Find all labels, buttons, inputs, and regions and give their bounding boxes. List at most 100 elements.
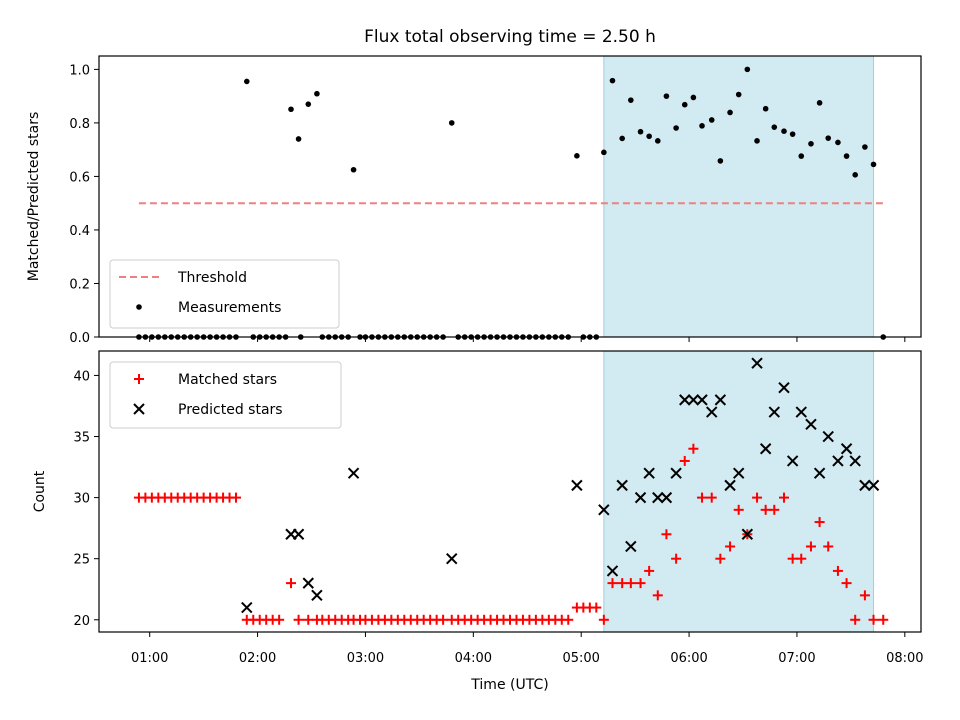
measurement-point	[699, 123, 705, 129]
matched-star-point	[841, 578, 852, 589]
predicted-marker-b	[867, 479, 880, 492]
bottom-legend: Matched stars Predicted stars	[109, 361, 342, 429]
legend-label: Threshold	[177, 270, 247, 286]
measurement-point	[601, 149, 607, 156]
predicted-marker-b	[840, 443, 853, 455]
measurement-point	[609, 77, 616, 84]
matched-star-point	[598, 614, 609, 625]
top-y-tick-label: 0.4	[69, 224, 90, 239]
matched-star-point	[796, 553, 807, 564]
predicted-star-point	[751, 357, 763, 369]
measurement-point	[637, 128, 644, 135]
predicted-star-point	[724, 479, 736, 492]
top-panel: 0.0 0.2 0.4 0.6 0.8 1.0 Matched/Predicted sta…	[26, 55, 922, 346]
legend-box	[109, 259, 340, 329]
matched-star-point	[617, 578, 628, 589]
predicted-marker-b	[347, 467, 360, 479]
x-tick-label: 06:00	[670, 651, 707, 666]
matched-star-point	[752, 492, 763, 503]
predicted-star-point	[786, 455, 799, 467]
measurement-point	[619, 135, 625, 142]
predicted-marker-b	[832, 455, 844, 467]
predicted-star-point	[670, 467, 682, 479]
measurement-point	[305, 101, 312, 107]
predicted-star-point	[616, 479, 628, 492]
bottom-y-tick-label: 30	[73, 492, 90, 507]
predicted-star-point	[679, 394, 691, 406]
matched-star-point	[679, 455, 690, 466]
top-y-axis-label: Matched/Predicted stars	[26, 112, 42, 282]
predicted-marker-b	[616, 479, 628, 492]
predicted-marker-b	[768, 406, 780, 418]
predicted-marker-b	[634, 491, 647, 504]
matched-star-point	[635, 578, 646, 589]
measurement-point	[628, 97, 634, 103]
predicted-marker-b	[606, 565, 619, 577]
measurement-point	[727, 109, 733, 116]
matched-star-point	[760, 504, 771, 515]
bottom-axes-frame	[98, 350, 922, 633]
legend-matched-swatch	[134, 374, 144, 384]
predicted-star-point	[778, 381, 790, 394]
matched-star-point	[644, 565, 655, 576]
predicted-marker-b	[660, 491, 673, 504]
bottom-y-tick-label: 20	[73, 614, 90, 629]
measurement-point	[350, 166, 357, 173]
predicted-star-point	[813, 467, 826, 479]
predicted-star-point	[598, 504, 610, 516]
measurement-point	[798, 153, 805, 159]
matched-star-point	[274, 614, 285, 625]
predicted-star-point	[840, 443, 853, 455]
predicted-marker-b	[778, 381, 790, 394]
predicted-star-point	[687, 394, 700, 406]
predicted-marker-b	[849, 455, 861, 467]
top-observing-window	[603, 56, 874, 337]
predicted-star-point	[795, 406, 807, 418]
measurement-point	[870, 161, 877, 168]
measurement-point	[808, 140, 814, 147]
predicted-star-point	[643, 467, 655, 479]
predicted-marker-b	[805, 418, 817, 431]
measurement-point	[663, 93, 670, 99]
measurement-point	[735, 91, 742, 98]
predicted-star-point	[759, 443, 772, 455]
measurement-point	[295, 136, 302, 142]
predicted-star-point	[241, 601, 253, 614]
predicted-marker-b	[859, 479, 871, 492]
measurement-point	[816, 100, 823, 106]
matched-star-point	[625, 578, 636, 589]
legend-predicted-swatch	[133, 403, 145, 415]
predicted-star-point	[311, 589, 323, 602]
matched-star-point	[293, 614, 304, 625]
predicted-marker-b	[795, 406, 807, 418]
predicted-marker-b	[687, 394, 700, 406]
predicted-marker-b	[759, 443, 772, 455]
bottom-observing-window	[603, 351, 874, 632]
predicted-marker-b	[670, 467, 682, 479]
predicted-marker-b	[732, 467, 745, 479]
bottom-panel: 20 25 30 35 40 01:00 02:00 03:00 04:00 05:00 06:0…	[32, 350, 924, 693]
matched-star-point	[671, 553, 682, 564]
measurement-point	[754, 138, 760, 144]
x-tick-label: 01:00	[131, 651, 168, 666]
matched-star-point	[769, 504, 780, 515]
matched-star-point	[733, 504, 744, 515]
measurement-point	[646, 133, 652, 140]
predicted-marker-b	[813, 467, 826, 479]
matched-star-point	[725, 541, 736, 552]
x-tick-label: 05:00	[562, 651, 599, 666]
matched-star-point	[231, 492, 241, 503]
predicted-star-point	[625, 540, 637, 553]
measurement-point	[690, 94, 697, 101]
measurement-point	[762, 105, 769, 112]
matched-star-point	[607, 578, 618, 589]
predicted-star-point	[867, 479, 880, 492]
bottom-y-tick-label: 35	[73, 431, 90, 446]
measurement-point	[673, 125, 679, 131]
top-legend: Threshold Measurements	[109, 259, 340, 329]
predicted-star-point	[741, 528, 754, 540]
x-tick-label: 03:00	[347, 651, 384, 666]
top-y-tick-label: 0.0	[69, 331, 90, 346]
measurement-point	[708, 117, 715, 123]
predicted-marker-b	[598, 504, 610, 516]
